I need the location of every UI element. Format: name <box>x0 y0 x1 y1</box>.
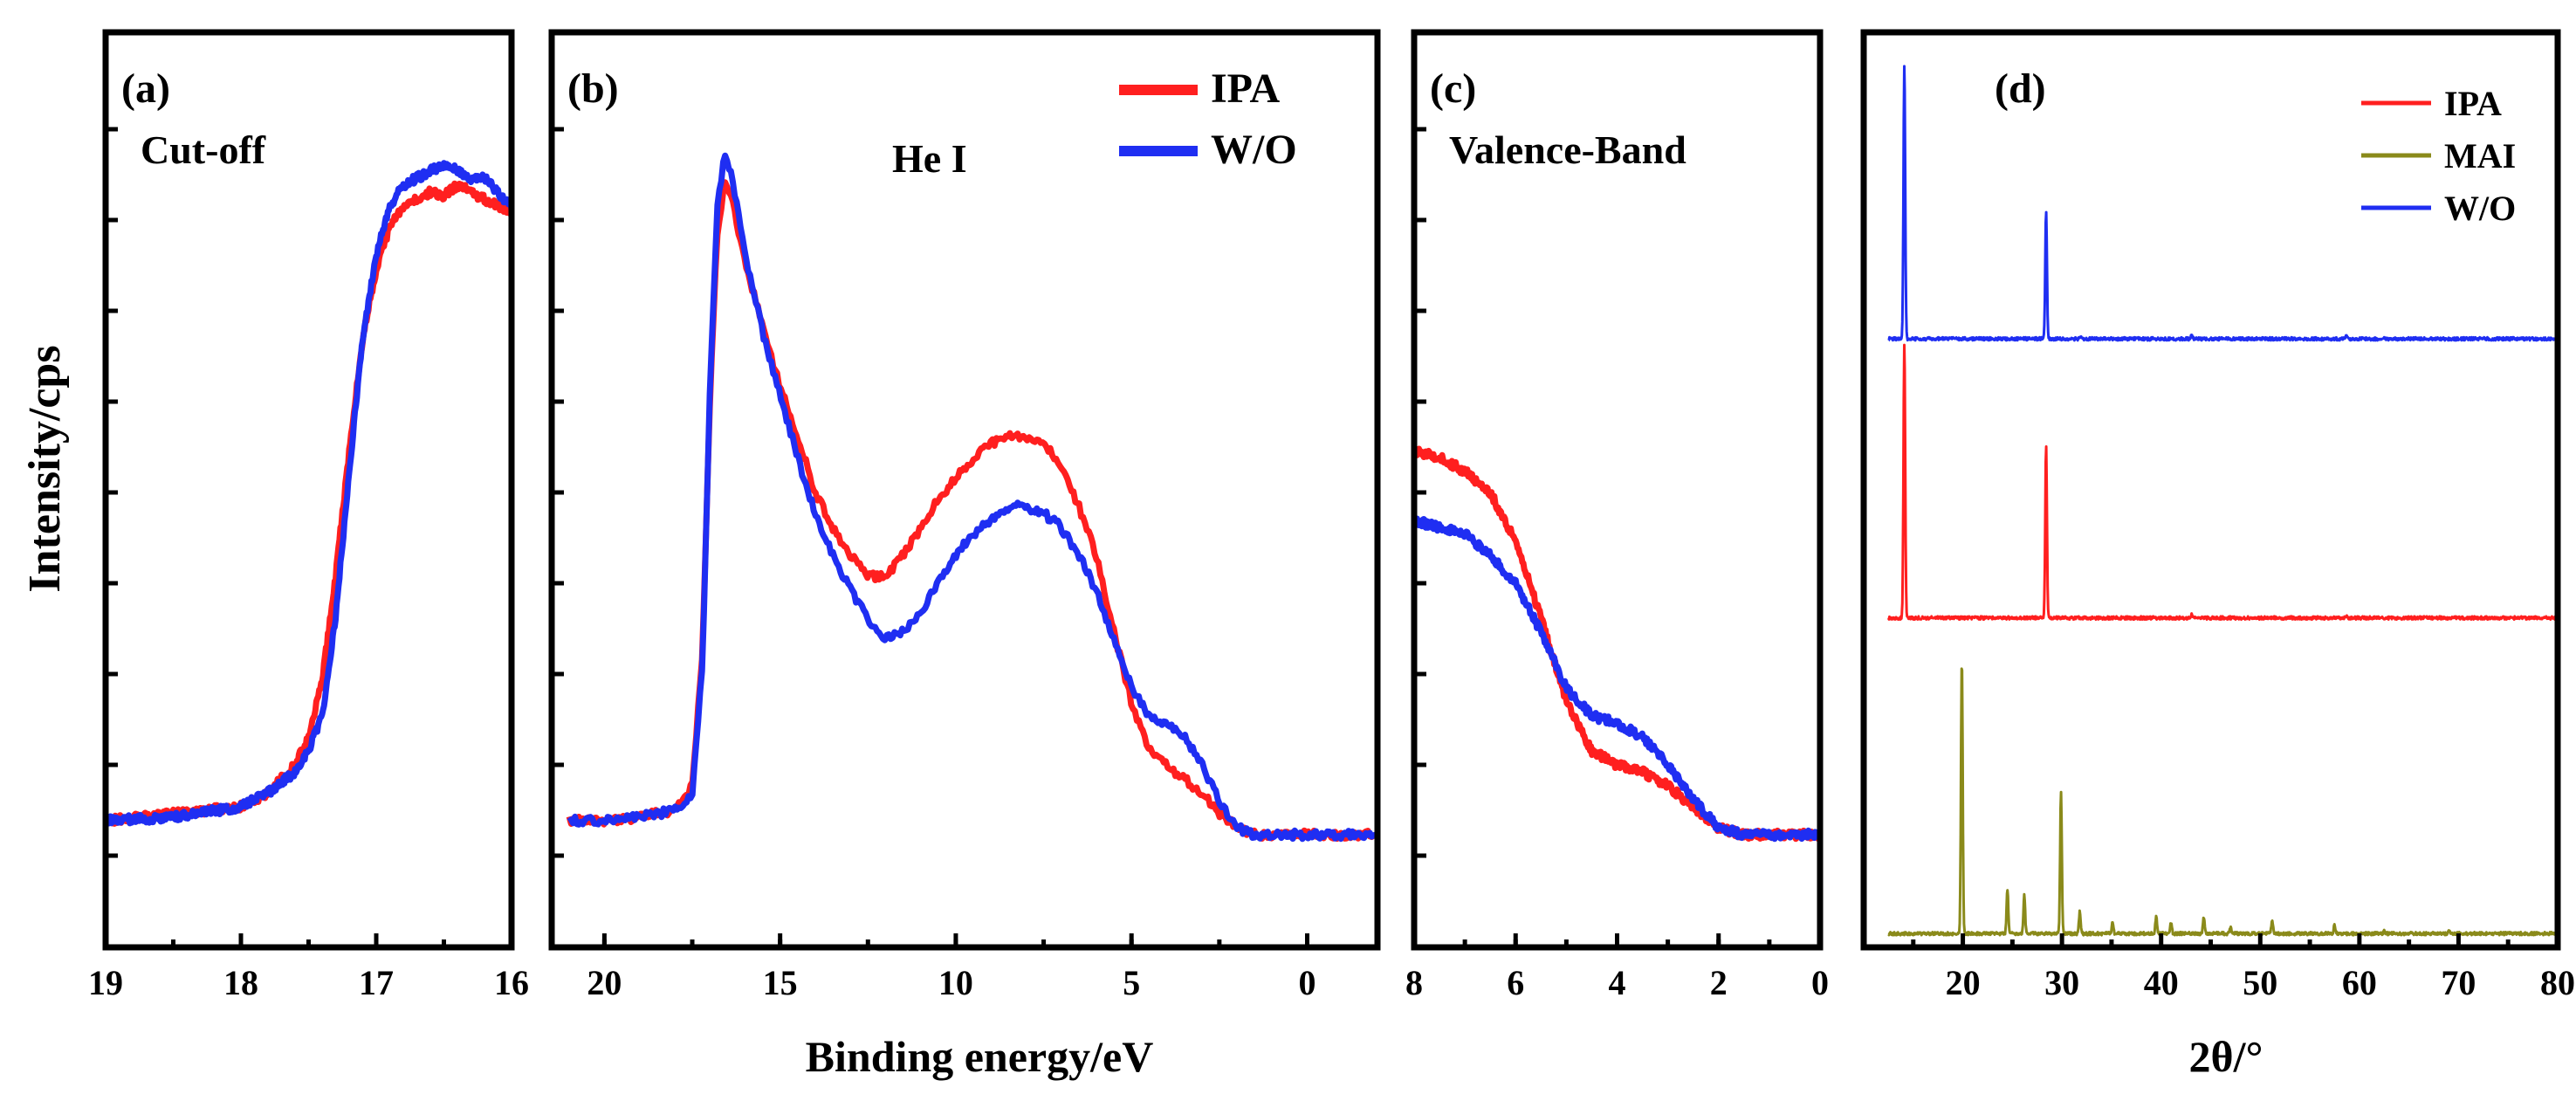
x-tick-label-d: 80 <box>2540 963 2575 1002</box>
x-tick-label-a: 18 <box>223 963 258 1002</box>
x-tick-label-d: 50 <box>2243 963 2277 1002</box>
panel-label-c: (c) <box>1430 65 1476 112</box>
x-axis-label-binding-energy: Binding energy/eV <box>806 1032 1154 1081</box>
series-line-d-wo <box>1887 65 2559 342</box>
series-line-c-wo <box>1412 515 1824 843</box>
x-tick-label-c: 2 <box>1710 963 1728 1002</box>
x-tick-label-d: 40 <box>2144 963 2179 1002</box>
legend-label-d: IPA <box>2444 84 2502 123</box>
plot-frame-b <box>548 29 1381 951</box>
annotation-b: He I <box>892 136 967 181</box>
panel-d: 20 30 40 50 60 70 80 (d) IPA MAI W/O <box>1860 29 2575 1002</box>
x-tick-label-d: 70 <box>2441 963 2476 1002</box>
panel-b: 20 15 10 5 0 (b) He I IPA W/O <box>548 29 1381 1002</box>
series-line-d-ipa <box>1886 343 2559 622</box>
annotation-a: Cut-off <box>141 127 266 172</box>
x-tick-label-d: 60 <box>2342 963 2377 1002</box>
x-tick-label-b: 0 <box>1298 963 1315 1002</box>
legend-label-d: W/O <box>2444 189 2516 228</box>
series-line-d-mai <box>1887 667 2559 937</box>
series-line-a-wo <box>102 160 515 827</box>
x-tick-label-c: 4 <box>1609 963 1626 1002</box>
x-tick-label-b: 10 <box>938 963 973 1002</box>
panel-a: 19 18 17 16 (a) Cut-off <box>88 29 529 1002</box>
x-tick-label-c: 8 <box>1405 963 1423 1002</box>
legend-label-b: W/O <box>1211 127 1297 173</box>
x-tick-label-b: 15 <box>763 963 798 1002</box>
panel-label-b: (b) <box>567 65 619 112</box>
series-line-b-ipa <box>566 179 1380 843</box>
x-tick-label-a: 17 <box>359 963 394 1002</box>
annotation-c: Valence-Band <box>1449 127 1686 172</box>
panel-label-d: (d) <box>1995 65 2046 112</box>
panel-label-a: (a) <box>121 65 170 112</box>
legend-label-b: IPA <box>1211 65 1280 112</box>
series-line-b-wo <box>567 152 1380 843</box>
x-axis-label-two-theta: 2θ/° <box>2189 1032 2263 1081</box>
x-tick-label-a: 19 <box>88 963 123 1002</box>
x-tick-label-b: 5 <box>1123 963 1140 1002</box>
series-line-c-ipa <box>1411 445 1824 843</box>
x-tick-label-d: 30 <box>2044 963 2079 1002</box>
x-tick-label-c: 0 <box>1811 963 1829 1002</box>
x-tick-label-d: 20 <box>1946 963 1981 1002</box>
y-axis-label: Intensity/cps <box>20 345 70 592</box>
x-tick-label-b: 20 <box>587 963 622 1002</box>
x-tick-label-c: 6 <box>1507 963 1524 1002</box>
series-line-a-ipa <box>102 180 514 827</box>
legend-label-d: MAI <box>2444 136 2516 175</box>
x-tick-label-a: 16 <box>494 963 529 1002</box>
panel-c: 8 6 4 2 0 (c) Valence-Band <box>1405 29 1829 1002</box>
